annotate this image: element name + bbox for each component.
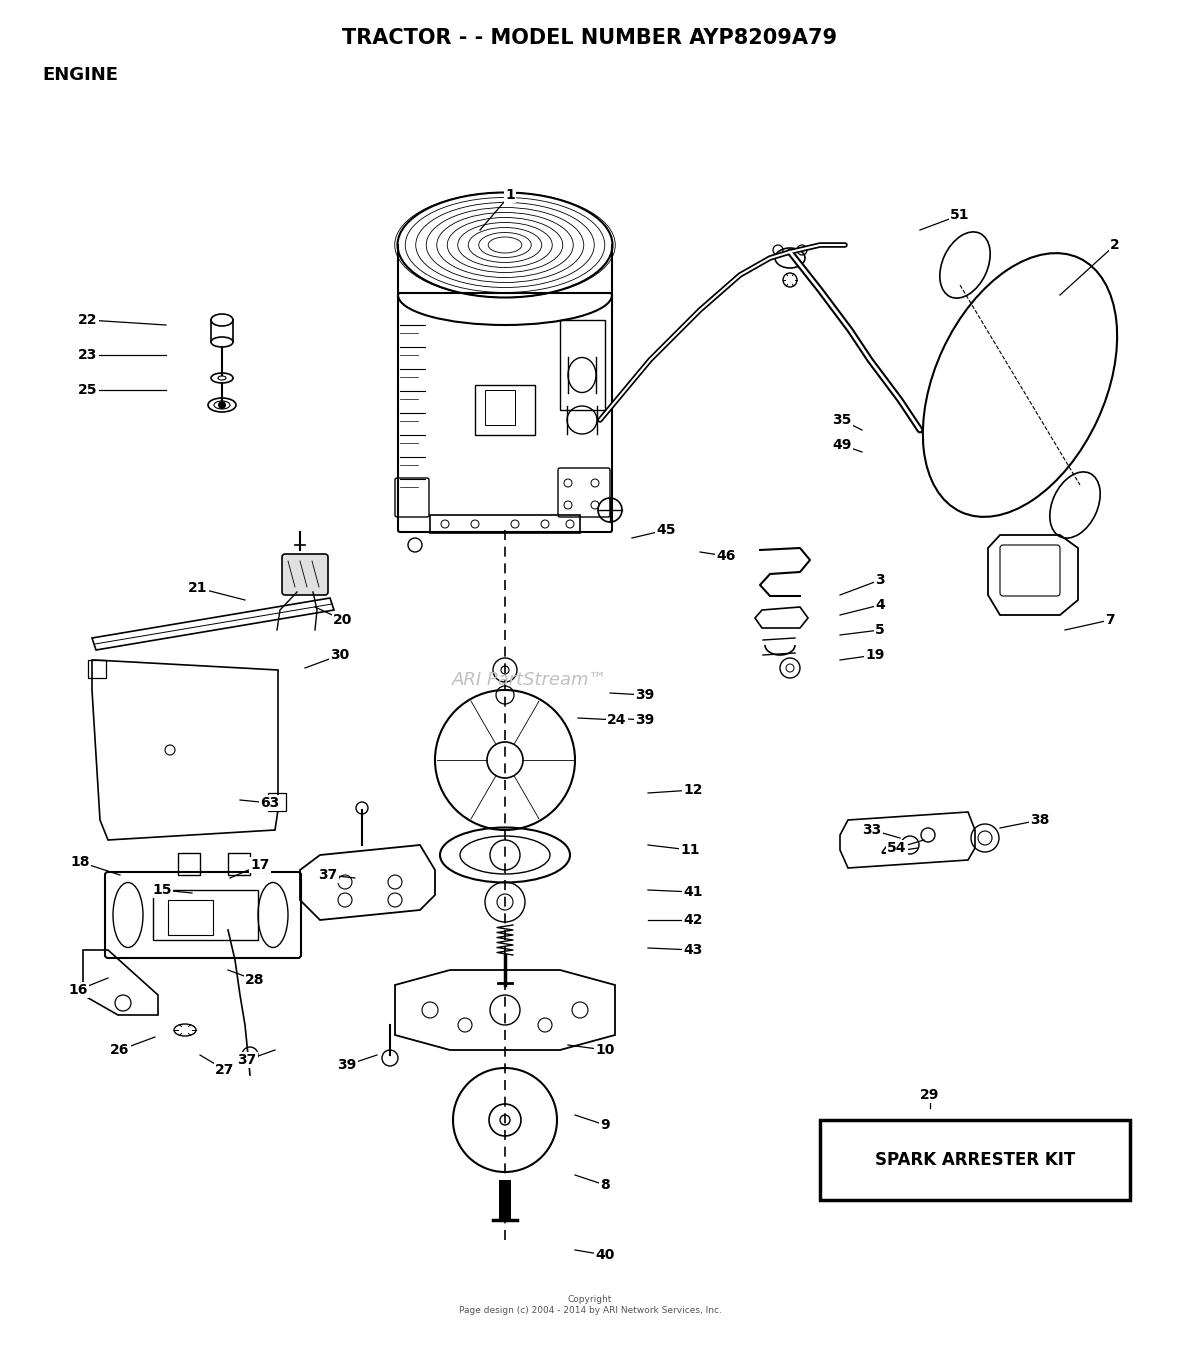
Text: 18: 18 [71, 855, 90, 870]
Text: 1: 1 [505, 188, 514, 202]
Bar [168, 900, 214, 935]
Bar [820, 1120, 1130, 1201]
Text: 39: 39 [635, 713, 655, 727]
Text: 40: 40 [596, 1248, 615, 1263]
Text: 39: 39 [337, 1058, 356, 1071]
Text: 45: 45 [656, 524, 676, 537]
Bar [560, 320, 605, 411]
Text: 27: 27 [215, 1063, 235, 1077]
Bar [430, 516, 581, 533]
Text: 29: 29 [920, 1088, 939, 1102]
Text: 9: 9 [601, 1119, 610, 1132]
Bar [499, 1180, 511, 1219]
Text: 43: 43 [683, 944, 702, 957]
Text: 37: 37 [319, 868, 337, 882]
Text: 23: 23 [78, 349, 98, 362]
Text: 26: 26 [110, 1043, 130, 1057]
Text: 63: 63 [261, 795, 280, 810]
Text: 5: 5 [876, 623, 885, 637]
Text: 39: 39 [635, 688, 655, 703]
Text: 3: 3 [876, 573, 885, 587]
Text: 28: 28 [245, 973, 264, 987]
Text: 16: 16 [68, 983, 87, 997]
Text: 38: 38 [1030, 813, 1050, 826]
Text: 25: 25 [78, 384, 98, 397]
Text: 8: 8 [601, 1178, 610, 1193]
Text: 49: 49 [832, 437, 852, 452]
Text: 24: 24 [608, 713, 627, 727]
Text: Copyright
Page design (c) 2004 - 2014 by ARI Network Services, Inc.: Copyright Page design (c) 2004 - 2014 by… [459, 1295, 721, 1315]
Text: SPARK ARRESTER KIT: SPARK ARRESTER KIT [874, 1151, 1075, 1168]
Text: 17: 17 [250, 857, 270, 872]
Text: 51: 51 [950, 209, 970, 222]
Bar [178, 853, 199, 875]
Bar [153, 890, 258, 940]
Text: 2: 2 [1110, 238, 1120, 252]
Text: 41: 41 [683, 886, 703, 899]
Text: 11: 11 [680, 843, 700, 857]
Text: 33: 33 [863, 822, 881, 837]
Text: 4: 4 [876, 598, 885, 612]
Text: 30: 30 [330, 647, 349, 662]
Bar [88, 660, 106, 678]
Bar [485, 390, 514, 425]
Text: ENGINE: ENGINE [42, 66, 118, 83]
Text: 37: 37 [237, 1053, 256, 1067]
Bar [228, 853, 250, 875]
Text: 54: 54 [887, 841, 906, 855]
Text: 21: 21 [189, 581, 208, 595]
Text: 46: 46 [716, 549, 735, 563]
Bar [268, 793, 286, 812]
Text: 22: 22 [78, 314, 98, 327]
Text: 7: 7 [1106, 612, 1115, 627]
Text: 20: 20 [333, 612, 353, 627]
Bar [476, 385, 535, 435]
Text: 12: 12 [683, 783, 703, 797]
Text: 48: 48 [880, 845, 899, 859]
Text: 19: 19 [865, 647, 885, 662]
Circle shape [218, 401, 227, 409]
Text: 42: 42 [683, 913, 703, 927]
Text: 10: 10 [596, 1043, 615, 1057]
Text: 15: 15 [152, 883, 172, 896]
FancyBboxPatch shape [282, 555, 328, 595]
Text: ARI PartStream™: ARI PartStream™ [452, 672, 608, 689]
Text: 35: 35 [832, 413, 852, 427]
Text: TRACTOR - - MODEL NUMBER AYP8209A79: TRACTOR - - MODEL NUMBER AYP8209A79 [342, 28, 838, 48]
